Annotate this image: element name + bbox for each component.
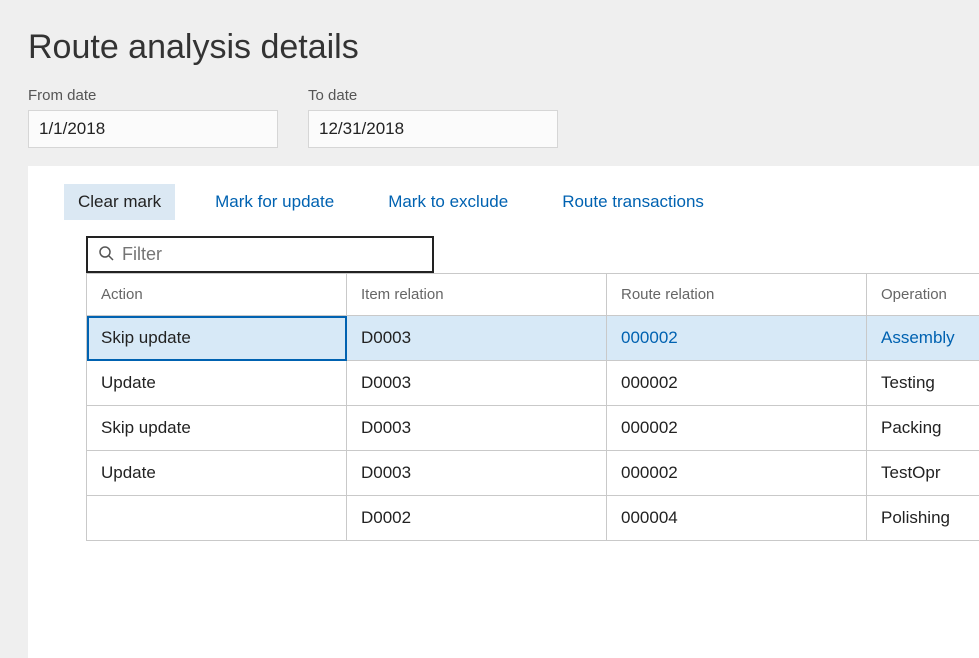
cell-route-relation[interactable]: 000004 xyxy=(607,496,867,541)
cell-item-relation[interactable]: D0003 xyxy=(347,451,607,496)
to-date-field: To date xyxy=(308,87,558,148)
grid-header-row: Action Item relation Route relation Oper… xyxy=(87,274,979,316)
filter-row xyxy=(28,236,979,273)
toolbar: Clear mark Mark for update Mark to exclu… xyxy=(28,184,979,236)
col-header-route[interactable]: Route relation xyxy=(607,274,867,316)
page-title: Route analysis details xyxy=(0,0,979,87)
cell-action[interactable]: Skip update xyxy=(87,406,347,451)
mark-to-exclude-button[interactable]: Mark to exclude xyxy=(374,184,522,220)
table-row[interactable]: UpdateD0003000002TestOpr xyxy=(87,451,979,496)
table-row[interactable]: UpdateD0003000002Testing xyxy=(87,361,979,406)
cell-operation[interactable]: Assembly xyxy=(867,316,979,361)
filter-input[interactable] xyxy=(122,244,422,265)
cell-item-relation[interactable]: D0002 xyxy=(347,496,607,541)
cell-item-relation[interactable]: D0003 xyxy=(347,316,607,361)
filter-box[interactable] xyxy=(86,236,434,273)
search-icon xyxy=(98,245,114,265)
page-root: Route analysis details From date To date… xyxy=(0,0,979,658)
cell-route-relation[interactable]: 000002 xyxy=(607,406,867,451)
col-header-action[interactable]: Action xyxy=(87,274,347,316)
table-row[interactable]: Skip updateD0003000002Assembly xyxy=(87,316,979,361)
from-date-field: From date xyxy=(28,87,278,148)
table-row[interactable]: D0002000004Polishing xyxy=(87,496,979,541)
cell-action[interactable]: Update xyxy=(87,451,347,496)
to-date-input[interactable] xyxy=(308,110,558,148)
cell-action[interactable] xyxy=(87,496,347,541)
cell-route-relation[interactable]: 000002 xyxy=(607,361,867,406)
from-date-input[interactable] xyxy=(28,110,278,148)
cell-route-relation[interactable]: 000002 xyxy=(607,451,867,496)
cell-operation[interactable]: Packing xyxy=(867,406,979,451)
col-header-operation[interactable]: Operation xyxy=(867,274,979,316)
to-date-label: To date xyxy=(308,87,558,104)
content-panel: Clear mark Mark for update Mark to exclu… xyxy=(28,166,979,658)
col-header-item[interactable]: Item relation xyxy=(347,274,607,316)
date-filter-bar: From date To date xyxy=(0,87,979,166)
cell-route-relation[interactable]: 000002 xyxy=(607,316,867,361)
cell-action[interactable]: Skip update xyxy=(87,316,347,361)
cell-operation[interactable]: Polishing xyxy=(867,496,979,541)
table-row[interactable]: Skip updateD0003000002Packing xyxy=(87,406,979,451)
cell-action[interactable]: Update xyxy=(87,361,347,406)
results-grid: Action Item relation Route relation Oper… xyxy=(86,273,979,541)
mark-for-update-button[interactable]: Mark for update xyxy=(201,184,348,220)
cell-operation[interactable]: Testing xyxy=(867,361,979,406)
clear-mark-button[interactable]: Clear mark xyxy=(64,184,175,220)
cell-operation[interactable]: TestOpr xyxy=(867,451,979,496)
cell-item-relation[interactable]: D0003 xyxy=(347,406,607,451)
route-transactions-button[interactable]: Route transactions xyxy=(548,184,718,220)
from-date-label: From date xyxy=(28,87,278,104)
cell-item-relation[interactable]: D0003 xyxy=(347,361,607,406)
